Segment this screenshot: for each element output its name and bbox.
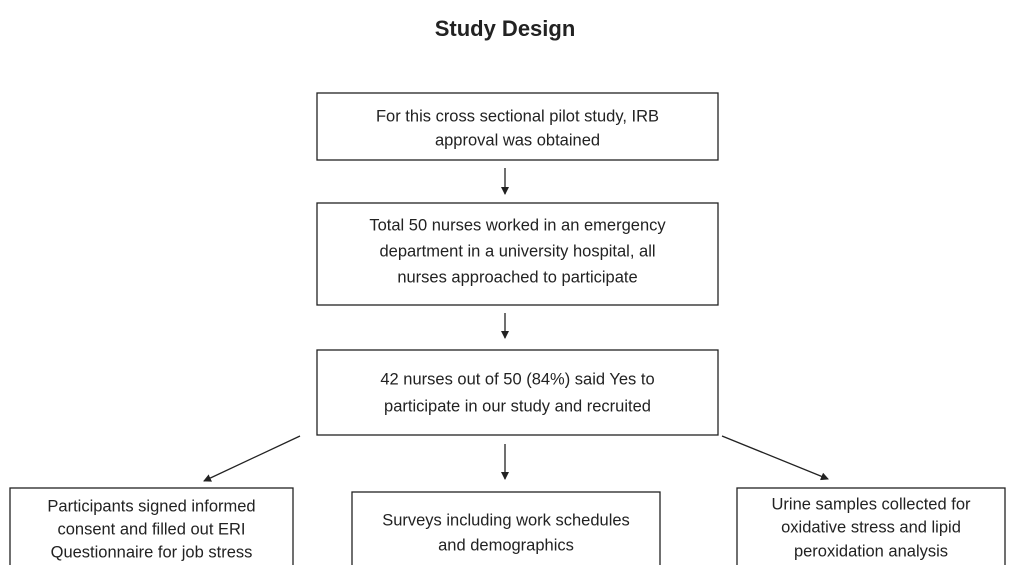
node-box <box>316 92 719 161</box>
node-box <box>9 487 294 565</box>
node-text: Total 50 nurses worked in an emergency <box>369 216 666 234</box>
node-text: Questionnaire for job stress <box>51 543 253 561</box>
node-box <box>736 487 1006 565</box>
arrow <box>203 435 301 482</box>
node-text: Surveys including work schedules <box>382 511 630 529</box>
title: Study Design <box>435 16 576 41</box>
node-text: and demographics <box>438 536 574 554</box>
node-text: Participants signed informed <box>47 497 255 515</box>
node-text: participate in our study and recruited <box>384 397 651 415</box>
node-text: approval was obtained <box>435 131 600 149</box>
node-text: For this cross sectional pilot study, IR… <box>376 107 659 125</box>
node-text: Urine samples collected for <box>772 495 972 513</box>
node-box <box>351 491 661 565</box>
node-text: 42 nurses out of 50 (84%) said Yes to <box>380 370 654 388</box>
node-text: nurses approached to participate <box>397 268 637 286</box>
node-box <box>316 349 719 436</box>
node-text: department in a university hospital, all <box>379 242 655 260</box>
node-text: consent and filled out ERI <box>57 520 245 538</box>
node-text: oxidative stress and lipid <box>781 518 961 536</box>
arrow <box>721 435 829 481</box>
node-box <box>316 202 719 306</box>
node-text: peroxidation analysis <box>794 542 948 560</box>
